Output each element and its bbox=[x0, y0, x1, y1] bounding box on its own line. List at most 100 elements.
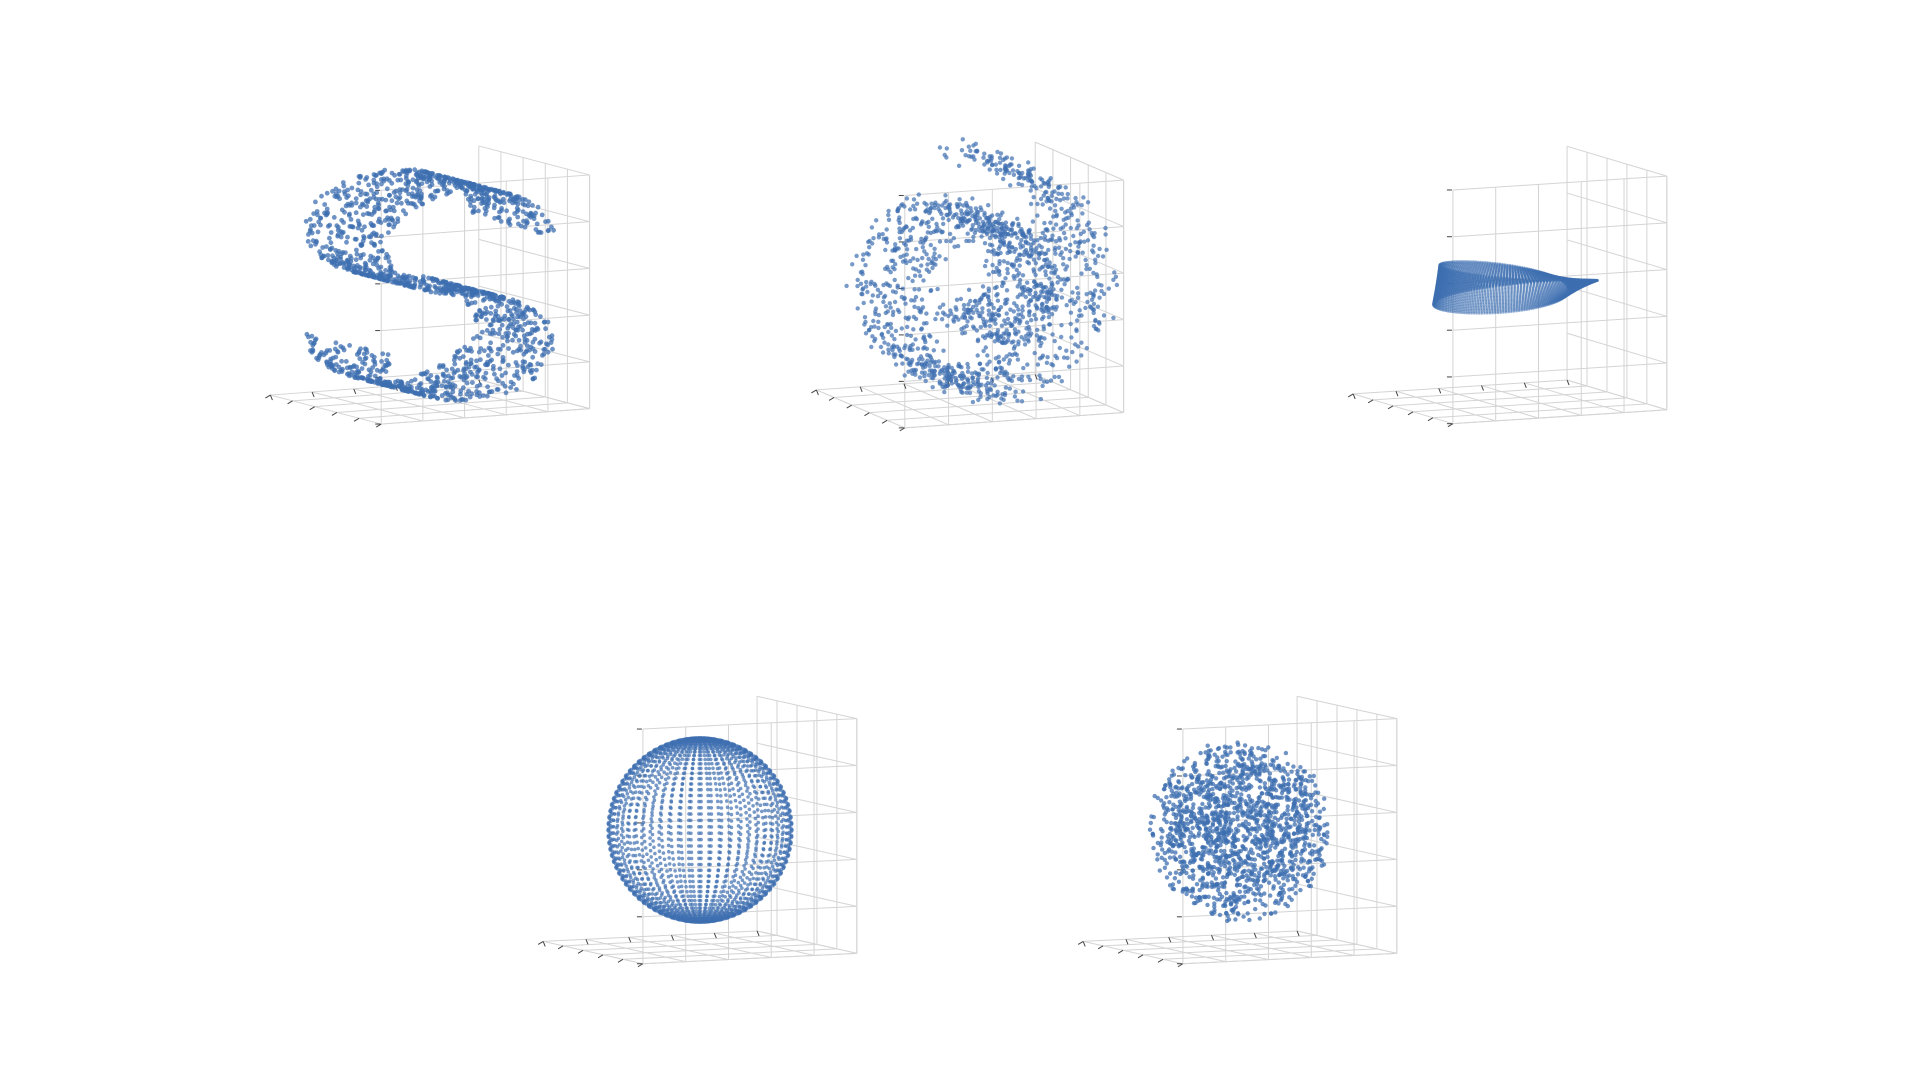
data-point bbox=[947, 231, 953, 237]
gridline bbox=[859, 386, 949, 426]
data-point bbox=[1029, 318, 1034, 323]
data-point bbox=[992, 252, 997, 257]
data-point bbox=[1017, 252, 1022, 257]
data-point bbox=[926, 224, 931, 229]
data-point bbox=[374, 190, 380, 195]
data-point bbox=[1091, 243, 1096, 248]
data-point bbox=[441, 378, 447, 384]
data-point bbox=[1059, 379, 1064, 384]
data-point bbox=[1005, 250, 1010, 256]
data-point bbox=[882, 340, 887, 345]
data-points bbox=[1432, 260, 1599, 315]
data-point bbox=[1050, 332, 1055, 337]
data-point bbox=[862, 322, 867, 327]
data-point bbox=[534, 221, 540, 227]
data-point bbox=[480, 393, 486, 398]
data-point bbox=[1052, 247, 1058, 253]
data-point bbox=[990, 213, 995, 218]
data-point bbox=[891, 345, 897, 350]
gridline bbox=[381, 361, 590, 378]
data-point bbox=[869, 299, 874, 304]
data-point bbox=[861, 300, 866, 306]
data-point bbox=[1044, 360, 1050, 365]
data-point bbox=[1088, 304, 1093, 309]
data-point bbox=[319, 193, 324, 199]
data-point bbox=[1106, 286, 1111, 291]
data-point bbox=[956, 224, 961, 230]
data-point bbox=[1527, 308, 1531, 311]
data-point bbox=[550, 346, 555, 352]
data-point bbox=[544, 341, 549, 347]
data-point bbox=[928, 288, 933, 294]
data-point bbox=[361, 234, 366, 239]
data-point bbox=[433, 379, 439, 385]
data-point bbox=[1039, 340, 1044, 346]
data-point bbox=[1039, 316, 1045, 322]
data-point bbox=[875, 287, 881, 292]
data-point bbox=[443, 176, 449, 181]
data-point bbox=[1065, 191, 1070, 197]
data-point bbox=[511, 331, 517, 337]
data-point bbox=[1011, 273, 1016, 279]
data-point bbox=[1032, 279, 1037, 285]
data-point bbox=[1039, 307, 1044, 312]
data-point bbox=[471, 336, 476, 341]
data-point bbox=[468, 345, 473, 351]
data-point bbox=[867, 245, 872, 250]
data-point bbox=[985, 295, 991, 300]
data-point bbox=[434, 277, 440, 283]
data-point bbox=[965, 218, 970, 224]
data-point bbox=[912, 207, 918, 212]
data-point bbox=[892, 277, 897, 283]
data-point bbox=[878, 290, 883, 296]
data-point bbox=[372, 373, 378, 379]
data-point bbox=[387, 272, 393, 278]
data-point bbox=[514, 387, 519, 392]
data-point bbox=[1075, 291, 1081, 296]
data-point bbox=[932, 251, 937, 256]
data-point bbox=[946, 376, 951, 382]
data-point bbox=[897, 230, 902, 235]
data-point bbox=[545, 349, 551, 355]
data-point bbox=[1076, 244, 1081, 249]
data-point bbox=[1491, 311, 1494, 315]
data-point bbox=[1028, 233, 1034, 238]
data-point bbox=[492, 371, 497, 377]
data-point bbox=[463, 191, 469, 197]
data-point bbox=[320, 245, 326, 250]
data-point bbox=[902, 345, 907, 351]
data-point bbox=[999, 232, 1004, 237]
data-point bbox=[1027, 313, 1032, 318]
data-point bbox=[916, 357, 922, 362]
data-point bbox=[910, 357, 915, 363]
data-point bbox=[997, 238, 1003, 243]
x-tick bbox=[311, 391, 315, 398]
data-point bbox=[328, 240, 334, 246]
data-point bbox=[901, 227, 906, 232]
data-point bbox=[968, 148, 973, 153]
data-point bbox=[919, 263, 924, 268]
data-point bbox=[1059, 191, 1065, 197]
data-point bbox=[919, 370, 925, 375]
data-point bbox=[471, 204, 477, 210]
data-point bbox=[1091, 310, 1096, 316]
data-point bbox=[1085, 222, 1090, 228]
y-tick bbox=[353, 417, 360, 422]
data-point bbox=[886, 212, 891, 218]
data-point bbox=[994, 167, 999, 172]
data-point bbox=[925, 262, 930, 267]
data-point bbox=[994, 293, 999, 298]
data-point bbox=[378, 239, 383, 245]
data-point bbox=[946, 217, 951, 223]
data-point bbox=[919, 307, 924, 312]
data-point bbox=[1006, 232, 1011, 237]
data-point bbox=[1095, 274, 1100, 280]
data-point bbox=[866, 239, 871, 245]
data-point bbox=[475, 196, 481, 202]
data-point bbox=[387, 268, 392, 274]
data-point bbox=[1045, 195, 1050, 201]
data-point bbox=[393, 188, 399, 194]
data-point bbox=[499, 373, 505, 378]
data-point bbox=[345, 187, 350, 193]
data-point bbox=[465, 196, 471, 202]
